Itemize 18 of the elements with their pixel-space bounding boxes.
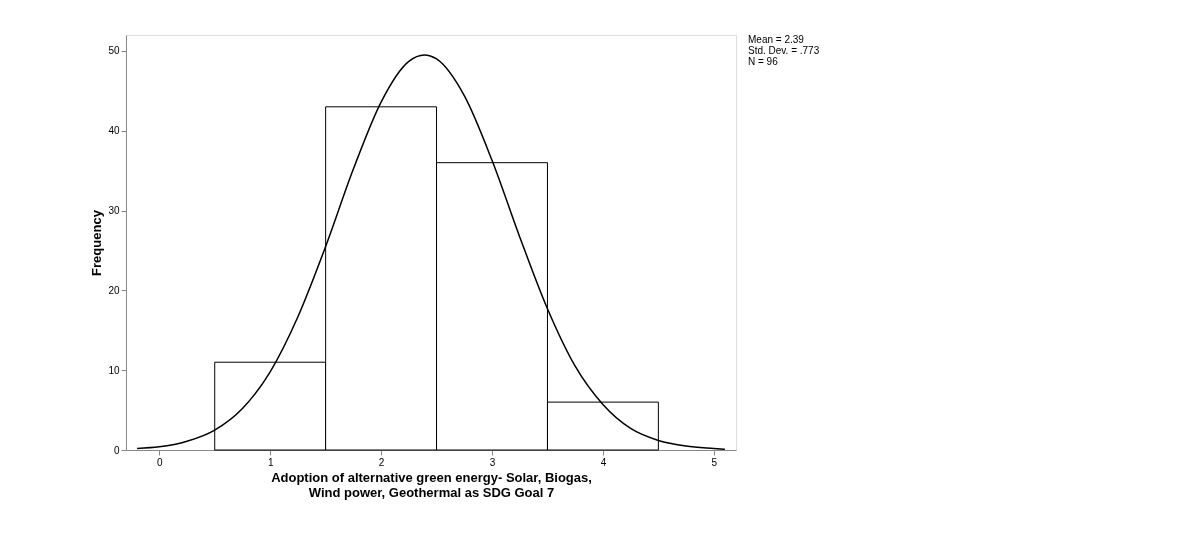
y-tick-label: 20 (108, 284, 120, 296)
line-series (136, 54, 726, 450)
x-tick-label: 4 (600, 456, 607, 468)
x-tick-label: 5 (711, 456, 718, 468)
text: Std. Dev. = .773 (748, 45, 820, 56)
y-tick-label: 50 (108, 45, 120, 57)
y-tick-label: 10 (108, 364, 120, 376)
x-axis-title: Adoption of alternative green energy- Solar, Biogas, Wind power, Geothermal as SDG Goal 7 (271, 469, 592, 500)
x-tick-label: 1 (267, 456, 274, 468)
y-axis-title: Frequency (89, 209, 105, 276)
y-tick-label: 40 (108, 125, 120, 137)
text: N = 96 (748, 56, 779, 67)
y-tick-label: 0 (113, 444, 120, 456)
x-tick-label: 3 (489, 456, 496, 468)
x-tick-label: 2 (378, 456, 385, 468)
y-tick-label: 30 (108, 205, 120, 217)
text: Mean = 2.39 (748, 34, 805, 45)
x-tick-label: 0 (156, 456, 163, 468)
